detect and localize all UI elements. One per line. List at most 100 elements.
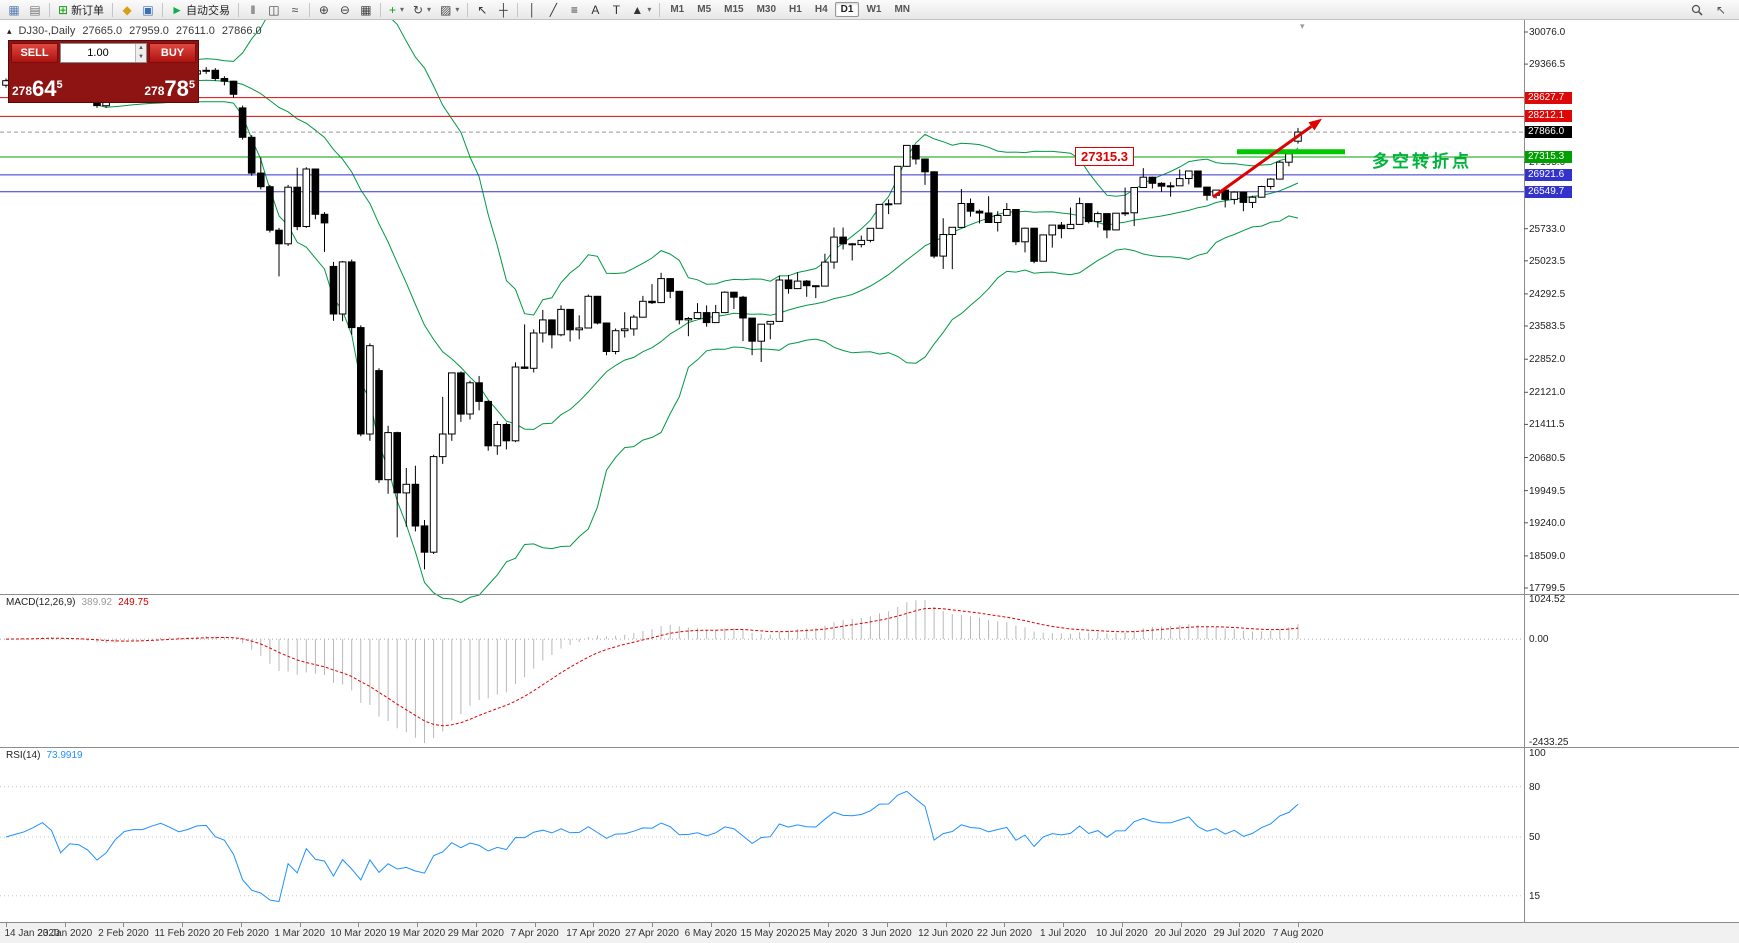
spinner-down-icon[interactable]: ▼ bbox=[136, 53, 146, 62]
text-button[interactable]: A bbox=[585, 1, 605, 19]
candle-body bbox=[975, 210, 984, 214]
new-order-label: 新订单 bbox=[71, 4, 105, 17]
buy-price: 278 78 5 bbox=[144, 76, 195, 101]
candlestick-chart-button[interactable]: ◫ bbox=[264, 1, 284, 19]
chart-close-value: 27866.0 bbox=[221, 25, 262, 37]
profiles-icon: ▤ bbox=[29, 2, 41, 17]
price-tick-label: 22121.0 bbox=[1529, 387, 1566, 399]
text-label-button[interactable]: T bbox=[606, 1, 626, 19]
candle-body bbox=[302, 168, 311, 227]
price-tick-label: 24292.5 bbox=[1529, 288, 1566, 300]
macd-axis-max: 1024.52 bbox=[1529, 594, 1566, 605]
candle-body bbox=[1003, 209, 1011, 216]
autotrading-button[interactable]: ► 自动交易 bbox=[167, 1, 234, 19]
candle-body bbox=[1039, 234, 1048, 262]
trendline-button[interactable]: ╱ bbox=[543, 1, 563, 19]
date-label: 10 Jul 2020 bbox=[1095, 928, 1148, 939]
candle-body bbox=[393, 432, 401, 494]
date-tick-mark bbox=[358, 923, 360, 927]
timeframe-m5-button[interactable]: M5 bbox=[697, 4, 712, 15]
timeframe-h1-button[interactable]: H1 bbox=[789, 4, 802, 15]
timeframe-m30-button[interactable]: M30 bbox=[756, 4, 777, 15]
shapes-button[interactable]: ▲ ▾ bbox=[627, 1, 655, 19]
profiles-button[interactable]: ▤ bbox=[25, 1, 45, 19]
candle-body bbox=[875, 203, 884, 229]
chart-shift-marker[interactable]: ▾ bbox=[1300, 21, 1305, 31]
candle-body bbox=[238, 107, 247, 138]
candle-body bbox=[1203, 186, 1211, 196]
candle-body bbox=[575, 327, 584, 331]
price-tick-label: 20680.5 bbox=[1529, 452, 1566, 464]
timeframe-m15-button[interactable]: M15 bbox=[724, 4, 744, 15]
price-level-tag: 28212.1 bbox=[1525, 110, 1572, 123]
spinner-up-icon[interactable]: ▲ bbox=[136, 44, 146, 53]
toolbar-separator bbox=[162, 2, 164, 17]
volume-field[interactable]: 1.00 ▲ ▼ bbox=[60, 43, 147, 63]
candle-body bbox=[457, 372, 465, 415]
timeframe-mn-button[interactable]: MN bbox=[894, 4, 910, 15]
metaeditor-icon: ◆ bbox=[122, 2, 132, 17]
main-toolbar: ▦ ▤ ⊞ 新订单 ◆ ▣ ► 自动交易 ‖ ◫ ≈ ⊕ ⊖ ▦ + ▾ ↻ ▾ ▨ ▾ ↖ ┼ │ ╱ ≡ A T ▲ ▾ M1 M5 M1… bbox=[0, 0, 1739, 20]
zoom-in-button[interactable]: ⊕ bbox=[314, 1, 334, 19]
cursor-button[interactable]: ↖ bbox=[472, 1, 492, 19]
candle-body bbox=[1094, 213, 1102, 223]
turning-point-text[interactable]: 多空转折点 bbox=[1372, 152, 1472, 172]
shapes-icon: ▲ bbox=[631, 2, 644, 17]
candle-body bbox=[438, 433, 447, 458]
candle-body bbox=[411, 483, 420, 527]
candle-body bbox=[684, 318, 693, 321]
chart-high-value: 27959.0 bbox=[129, 25, 169, 37]
terminal-button[interactable]: ▣ bbox=[138, 1, 158, 19]
macd-name: MACD(12,26,9) bbox=[6, 597, 76, 608]
price-tick-label: 17799.5 bbox=[1529, 583, 1566, 594]
fibonacci-button[interactable]: ≡ bbox=[564, 1, 584, 19]
volume-spinner[interactable]: ▲ ▼ bbox=[135, 44, 146, 62]
pointer-button[interactable]: ↖ bbox=[1711, 1, 1731, 19]
volume-value: 1.00 bbox=[87, 47, 109, 59]
candle-body bbox=[984, 212, 993, 223]
candle-body bbox=[930, 171, 938, 257]
candle-body bbox=[1057, 224, 1066, 230]
candle-body bbox=[1075, 203, 1084, 225]
candle-body bbox=[757, 323, 766, 342]
bar-chart-button[interactable]: ‖ bbox=[243, 1, 263, 19]
candle-body bbox=[429, 456, 438, 553]
candle-body bbox=[830, 236, 838, 263]
periods-button[interactable]: ↻ ▾ bbox=[409, 1, 435, 19]
templates-button[interactable]: ▨ ▾ bbox=[436, 1, 463, 19]
new-chart-button[interactable]: ▦ bbox=[4, 1, 24, 19]
price-callout-label[interactable]: 27315.3 bbox=[1075, 147, 1134, 167]
candle-body bbox=[257, 172, 265, 188]
new-order-button[interactable]: ⊞ 新订单 bbox=[54, 1, 108, 19]
candle-body bbox=[1175, 178, 1184, 187]
toolbar-separator bbox=[467, 2, 469, 17]
sell-button[interactable]: SELL bbox=[11, 43, 58, 63]
date-label: 7 Apr 2020 bbox=[510, 928, 559, 939]
crosshair-button[interactable]: ┼ bbox=[493, 1, 513, 19]
trend-arrow[interactable] bbox=[1212, 125, 1313, 199]
date-tick-mark bbox=[123, 923, 125, 927]
metaeditor-button[interactable]: ◆ bbox=[117, 1, 137, 19]
indicators-button[interactable]: + ▾ bbox=[385, 1, 408, 19]
buy-button[interactable]: BUY bbox=[149, 43, 196, 63]
one-click-collapse-icon[interactable]: ▴ bbox=[7, 25, 12, 36]
timeframe-d1-button[interactable]: D1 bbox=[834, 2, 860, 17]
price-tick-label: 19240.0 bbox=[1529, 517, 1566, 529]
timeframe-m1-button[interactable]: M1 bbox=[670, 4, 685, 15]
timeframe-w1-button[interactable]: W1 bbox=[866, 4, 882, 15]
zoom-in-icon: ⊕ bbox=[318, 2, 329, 17]
timeframe-h4-button[interactable]: H4 bbox=[814, 4, 828, 15]
date-tick-mark bbox=[945, 923, 947, 927]
candle-body bbox=[466, 382, 474, 415]
vertical-line-button[interactable]: │ bbox=[522, 1, 542, 19]
zoom-out-button[interactable]: ⊖ bbox=[335, 1, 355, 19]
candle-body bbox=[557, 308, 565, 336]
search-button[interactable] bbox=[1687, 1, 1707, 19]
candle-body bbox=[484, 400, 492, 447]
bar-chart-icon: ‖ bbox=[250, 2, 256, 17]
macd-signal-value: 249.75 bbox=[118, 597, 149, 608]
tile-windows-button[interactable]: ▦ bbox=[356, 1, 376, 19]
line-chart-button[interactable]: ≈ bbox=[285, 1, 305, 19]
rsi-axis-label: 100 bbox=[1529, 748, 1546, 759]
